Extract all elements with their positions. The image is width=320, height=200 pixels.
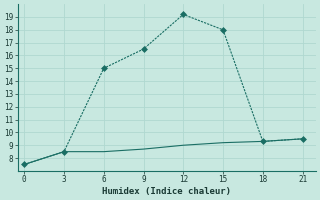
X-axis label: Humidex (Indice chaleur): Humidex (Indice chaleur) bbox=[102, 187, 231, 196]
